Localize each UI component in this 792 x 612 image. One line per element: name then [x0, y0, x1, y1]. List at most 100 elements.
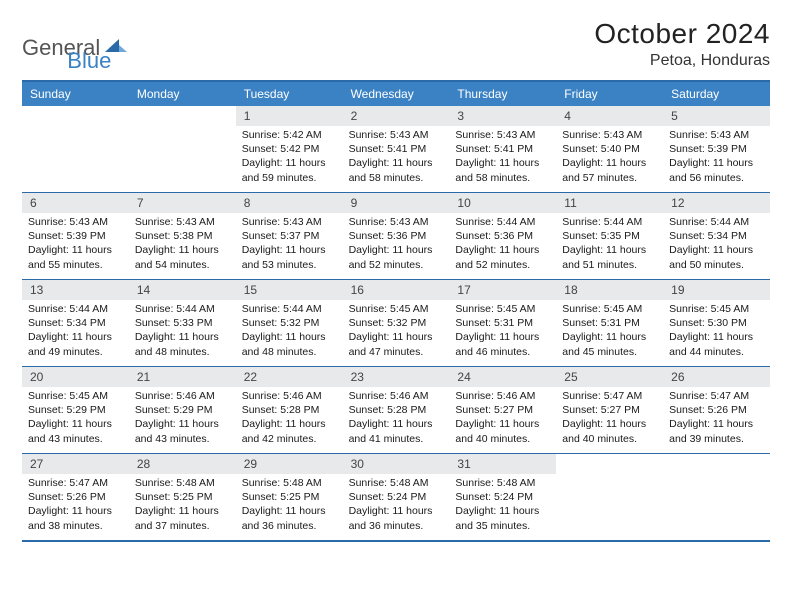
day-sunrise: Sunrise: 5:44 AM	[135, 302, 230, 316]
day-cell: 8Sunrise: 5:43 AMSunset: 5:37 PMDaylight…	[236, 193, 343, 279]
day-number: 14	[129, 280, 236, 300]
day-sunset: Sunset: 5:37 PM	[242, 229, 337, 243]
day-sunset: Sunset: 5:41 PM	[455, 142, 550, 156]
day-cell: 26Sunrise: 5:47 AMSunset: 5:26 PMDayligh…	[663, 367, 770, 453]
day-day1: Daylight: 11 hours	[455, 330, 550, 344]
day-sunset: Sunset: 5:39 PM	[28, 229, 123, 243]
day-sunrise: Sunrise: 5:44 AM	[562, 215, 657, 229]
day-sunrise: Sunrise: 5:45 AM	[455, 302, 550, 316]
day-number: 9	[343, 193, 450, 213]
day-body: Sunrise: 5:43 AMSunset: 5:39 PMDaylight:…	[663, 126, 770, 189]
day-body: Sunrise: 5:47 AMSunset: 5:27 PMDaylight:…	[556, 387, 663, 450]
day-cell: 6Sunrise: 5:43 AMSunset: 5:39 PMDaylight…	[22, 193, 129, 279]
day-sunrise: Sunrise: 5:45 AM	[28, 389, 123, 403]
day-cell: 31Sunrise: 5:48 AMSunset: 5:24 PMDayligh…	[449, 454, 556, 540]
day-day2: and 58 minutes.	[349, 171, 444, 185]
day-body: Sunrise: 5:44 AMSunset: 5:35 PMDaylight:…	[556, 213, 663, 276]
day-day2: and 55 minutes.	[28, 258, 123, 272]
day-day2: and 42 minutes.	[242, 432, 337, 446]
day-body: Sunrise: 5:47 AMSunset: 5:26 PMDaylight:…	[22, 474, 129, 537]
day-cell: 1Sunrise: 5:42 AMSunset: 5:42 PMDaylight…	[236, 106, 343, 192]
day-body: Sunrise: 5:42 AMSunset: 5:42 PMDaylight:…	[236, 126, 343, 189]
day-cell: 14Sunrise: 5:44 AMSunset: 5:33 PMDayligh…	[129, 280, 236, 366]
header: General Blue October 2024 Petoa, Hondura…	[22, 18, 770, 74]
day-day2: and 50 minutes.	[669, 258, 764, 272]
day-cell: 30Sunrise: 5:48 AMSunset: 5:24 PMDayligh…	[343, 454, 450, 540]
day-sunset: Sunset: 5:26 PM	[28, 490, 123, 504]
day-sunset: Sunset: 5:41 PM	[349, 142, 444, 156]
day-number: 20	[22, 367, 129, 387]
week-row: 1Sunrise: 5:42 AMSunset: 5:42 PMDaylight…	[22, 106, 770, 192]
empty-cell	[22, 106, 129, 192]
day-sunrise: Sunrise: 5:43 AM	[28, 215, 123, 229]
day-day1: Daylight: 11 hours	[28, 504, 123, 518]
day-sunrise: Sunrise: 5:48 AM	[242, 476, 337, 490]
day-day1: Daylight: 11 hours	[669, 156, 764, 170]
day-body: Sunrise: 5:43 AMSunset: 5:37 PMDaylight:…	[236, 213, 343, 276]
day-cell: 21Sunrise: 5:46 AMSunset: 5:29 PMDayligh…	[129, 367, 236, 453]
day-sunset: Sunset: 5:36 PM	[455, 229, 550, 243]
day-cell: 29Sunrise: 5:48 AMSunset: 5:25 PMDayligh…	[236, 454, 343, 540]
month-title: October 2024	[594, 18, 770, 50]
day-sunrise: Sunrise: 5:45 AM	[562, 302, 657, 316]
day-body: Sunrise: 5:43 AMSunset: 5:40 PMDaylight:…	[556, 126, 663, 189]
day-sunrise: Sunrise: 5:45 AM	[349, 302, 444, 316]
dow-saturday: Saturday	[663, 82, 770, 106]
day-day1: Daylight: 11 hours	[28, 243, 123, 257]
day-day1: Daylight: 11 hours	[242, 243, 337, 257]
title-block: October 2024 Petoa, Honduras	[594, 18, 770, 70]
day-day1: Daylight: 11 hours	[455, 243, 550, 257]
day-day2: and 48 minutes.	[242, 345, 337, 359]
day-number: 25	[556, 367, 663, 387]
day-number: 16	[343, 280, 450, 300]
day-sunrise: Sunrise: 5:43 AM	[562, 128, 657, 142]
day-number: 21	[129, 367, 236, 387]
day-number: 19	[663, 280, 770, 300]
day-day2: and 45 minutes.	[562, 345, 657, 359]
day-cell: 16Sunrise: 5:45 AMSunset: 5:32 PMDayligh…	[343, 280, 450, 366]
day-day2: and 58 minutes.	[455, 171, 550, 185]
day-sunset: Sunset: 5:32 PM	[349, 316, 444, 330]
day-sunrise: Sunrise: 5:48 AM	[349, 476, 444, 490]
day-number: 15	[236, 280, 343, 300]
day-number: 2	[343, 106, 450, 126]
day-number: 7	[129, 193, 236, 213]
day-sunset: Sunset: 5:25 PM	[135, 490, 230, 504]
day-sunrise: Sunrise: 5:44 AM	[242, 302, 337, 316]
day-day1: Daylight: 11 hours	[562, 330, 657, 344]
day-sunrise: Sunrise: 5:44 AM	[28, 302, 123, 316]
week-row: 20Sunrise: 5:45 AMSunset: 5:29 PMDayligh…	[22, 366, 770, 453]
day-number: 22	[236, 367, 343, 387]
day-sunset: Sunset: 5:33 PM	[135, 316, 230, 330]
day-day2: and 53 minutes.	[242, 258, 337, 272]
day-day1: Daylight: 11 hours	[135, 417, 230, 431]
day-cell: 5Sunrise: 5:43 AMSunset: 5:39 PMDaylight…	[663, 106, 770, 192]
day-day1: Daylight: 11 hours	[562, 156, 657, 170]
day-sunrise: Sunrise: 5:46 AM	[455, 389, 550, 403]
day-day2: and 48 minutes.	[135, 345, 230, 359]
day-sunrise: Sunrise: 5:43 AM	[135, 215, 230, 229]
location: Petoa, Honduras	[594, 52, 770, 70]
day-body: Sunrise: 5:48 AMSunset: 5:25 PMDaylight:…	[236, 474, 343, 537]
day-body: Sunrise: 5:44 AMSunset: 5:34 PMDaylight:…	[22, 300, 129, 363]
day-body: Sunrise: 5:46 AMSunset: 5:28 PMDaylight:…	[343, 387, 450, 450]
day-sunset: Sunset: 5:28 PM	[242, 403, 337, 417]
day-day2: and 54 minutes.	[135, 258, 230, 272]
day-number: 12	[663, 193, 770, 213]
day-day2: and 39 minutes.	[669, 432, 764, 446]
day-cell: 24Sunrise: 5:46 AMSunset: 5:27 PMDayligh…	[449, 367, 556, 453]
day-body: Sunrise: 5:44 AMSunset: 5:32 PMDaylight:…	[236, 300, 343, 363]
day-cell: 28Sunrise: 5:48 AMSunset: 5:25 PMDayligh…	[129, 454, 236, 540]
calendar: Sunday Monday Tuesday Wednesday Thursday…	[22, 80, 770, 542]
day-day1: Daylight: 11 hours	[242, 330, 337, 344]
day-cell: 2Sunrise: 5:43 AMSunset: 5:41 PMDaylight…	[343, 106, 450, 192]
day-day1: Daylight: 11 hours	[455, 417, 550, 431]
day-day1: Daylight: 11 hours	[242, 156, 337, 170]
day-cell: 20Sunrise: 5:45 AMSunset: 5:29 PMDayligh…	[22, 367, 129, 453]
day-sunrise: Sunrise: 5:46 AM	[242, 389, 337, 403]
day-day1: Daylight: 11 hours	[349, 504, 444, 518]
logo-word-blue: Blue	[67, 48, 111, 74]
day-cell: 17Sunrise: 5:45 AMSunset: 5:31 PMDayligh…	[449, 280, 556, 366]
day-body: Sunrise: 5:46 AMSunset: 5:28 PMDaylight:…	[236, 387, 343, 450]
day-body: Sunrise: 5:44 AMSunset: 5:34 PMDaylight:…	[663, 213, 770, 276]
